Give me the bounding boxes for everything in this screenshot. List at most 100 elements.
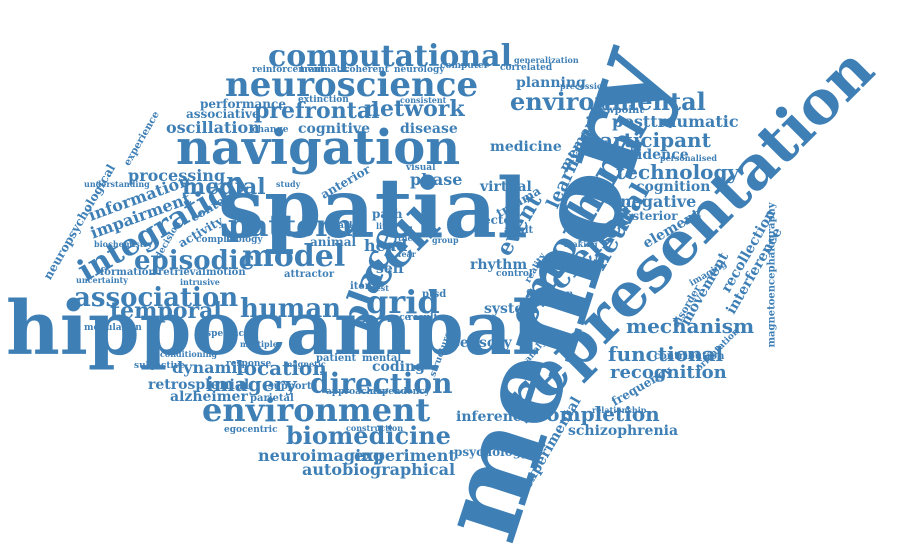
word-inference: inference [456, 409, 531, 425]
word-precession: precession [560, 81, 609, 91]
word-adult: adult [504, 225, 534, 236]
word-disease: disease [400, 121, 458, 137]
word-conditioning: conditioning [160, 349, 217, 359]
word-multiple: multiple [240, 339, 278, 349]
word-space: space [382, 313, 411, 323]
word-life: life [376, 221, 391, 231]
word-computer: computer [440, 61, 489, 71]
word-model: model [242, 239, 346, 274]
word-associative: associative [186, 107, 260, 121]
word-uncertainty: uncertainty [76, 275, 128, 285]
word-network: network [364, 96, 465, 122]
word-negative: negative [620, 192, 697, 211]
word-cognitive: cognitive [298, 121, 370, 137]
word-spatial: spatial [218, 161, 528, 257]
word-rhythm: rhythm [470, 257, 528, 273]
word-retrieval: retrieval [158, 267, 206, 278]
word-ptsd: ptsd [422, 289, 447, 300]
word-contribution: contribution [654, 351, 725, 362]
word-neurology: neurology [394, 65, 445, 75]
word-dependency: dependency [370, 387, 430, 397]
word-technology: technology [616, 160, 740, 184]
word-experience: experience [122, 109, 162, 168]
word-support: support [268, 381, 312, 392]
word-generalization: generalization [514, 55, 579, 65]
word-human: human [240, 294, 342, 324]
word-function: function [526, 289, 574, 300]
word-cognition: cognition [636, 179, 711, 195]
word-parietal: parietal [250, 393, 294, 404]
word-neuroscience: neuroscience [225, 65, 479, 105]
word-response: response [226, 359, 272, 369]
word-visual: visual [406, 163, 436, 173]
word-system: system [484, 301, 539, 317]
word-approaches: approaches [326, 387, 384, 397]
word-magnetoencephalography: magnetoencephalography [766, 202, 778, 348]
word-hippocampal: hippocampal [6, 286, 540, 372]
word-functional: functional [608, 342, 724, 366]
word-biology: biology [226, 235, 263, 245]
word-reinforcement: reinforcement [252, 65, 325, 75]
word-biomedicine: biomedicine [286, 421, 451, 450]
word-animal: animal [310, 235, 357, 249]
word-prefrontal: prefrontal [254, 98, 380, 124]
word-moving: moving [562, 261, 600, 271]
word-sensory: sensory [452, 335, 512, 351]
word-medial: medial [182, 174, 266, 200]
word-performance: performance [200, 97, 286, 111]
word-patient: patient [316, 353, 357, 364]
word-phase: phase [410, 170, 463, 189]
word-understanding: understanding [84, 179, 150, 189]
word-consistent: consistent [400, 95, 447, 105]
word-complex: complex [196, 235, 238, 245]
word-schizophrenia: schizophrenia [568, 423, 679, 439]
word-item: item [350, 281, 376, 292]
word-magnetic: magnetic [284, 359, 326, 369]
word-recognition: recognition [610, 362, 727, 383]
word-mechanism: mechanism [626, 314, 755, 338]
word-psychology: psychology [454, 445, 529, 459]
word-evidence: evidence [620, 147, 689, 163]
word-head: head [364, 236, 408, 255]
word-vector: vector [476, 213, 518, 227]
word-self: self [376, 261, 405, 277]
word-medicine: medicine [490, 139, 562, 155]
word-result: result [408, 313, 438, 323]
word-traumatic: traumatic [300, 65, 350, 75]
word-location: location [236, 356, 327, 380]
word-neuroimaging: neuroimaging [258, 446, 385, 465]
word-completion: completion [534, 402, 660, 426]
word-environmental: environmental [510, 87, 706, 116]
word-navigation: navigation [176, 120, 461, 176]
word-change: change [252, 125, 289, 135]
word-planning: planning [516, 75, 586, 91]
word-personalised: personalised [660, 153, 718, 163]
word-modulation: modulation [84, 323, 142, 333]
word-episodic: episodic [134, 246, 255, 276]
word-specific: specific [206, 329, 245, 339]
word-imagery: imagery [206, 372, 297, 396]
word-subjective: subjective [134, 361, 185, 371]
word-making: making [564, 239, 598, 249]
word-motion: motion [206, 267, 246, 278]
word-oscillation: oscillation [166, 118, 260, 137]
word-attractor: attractor [284, 269, 335, 280]
word-biochemistry: biochemistry [94, 239, 153, 249]
word-experiment: experiment [354, 446, 456, 465]
word-egocentric: egocentric [224, 425, 278, 435]
word-posttraumatic: posttraumatic [612, 112, 739, 131]
word-formation: formation [100, 267, 156, 278]
word-retrosplenial: retrosplenial [148, 377, 250, 393]
word-temporal: temporal [110, 298, 222, 324]
word-study: study [276, 179, 301, 189]
word-construction: construction [346, 423, 404, 433]
word-group: group [432, 235, 459, 245]
word-autobiographical: autobiographical [302, 460, 456, 479]
word-association: association [74, 283, 239, 313]
word-relationship: relationship [592, 405, 647, 415]
word-correlated: correlated [500, 63, 553, 73]
word-computational: computational [268, 39, 513, 74]
word-control: control [496, 269, 533, 279]
word-theta: theta [398, 233, 422, 243]
